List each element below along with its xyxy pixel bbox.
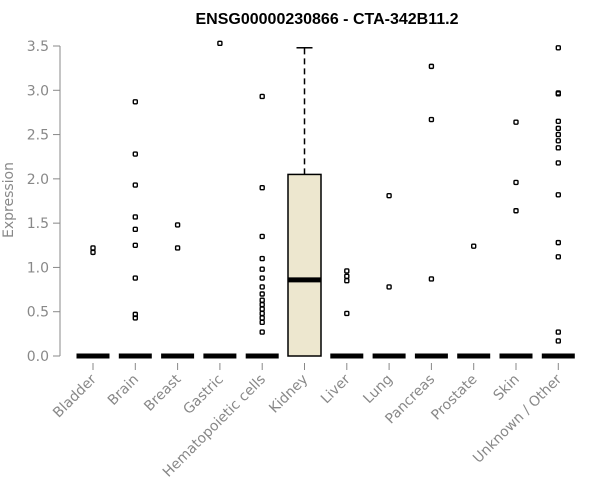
outlier-point <box>174 222 181 228</box>
y-tick-label: 2.5 <box>27 128 49 144</box>
x-tick-label: Bladder <box>50 371 100 421</box>
outlier-point <box>555 192 561 198</box>
outlier-point <box>132 275 139 281</box>
y-tick-label: 3.0 <box>27 83 49 99</box>
outlier-point <box>555 329 561 335</box>
outlier-point <box>259 329 265 335</box>
outlier-point <box>555 45 561 51</box>
outlier-point <box>386 284 392 290</box>
outlier-point <box>259 315 265 321</box>
y-tick-label: 1.0 <box>27 260 49 276</box>
outlier-point <box>344 278 350 284</box>
outlier-point <box>555 239 561 246</box>
outlier-point <box>132 99 139 105</box>
y-tick-label: 3.5 <box>27 39 49 55</box>
box-group <box>118 99 152 359</box>
box-group <box>76 245 110 359</box>
outlier-point <box>555 160 561 166</box>
outlier-point <box>259 319 265 326</box>
outlier-point <box>259 310 265 317</box>
outlier-point <box>344 273 350 279</box>
outlier-point <box>90 245 96 251</box>
outlier-point <box>132 242 139 248</box>
outlier-point <box>428 276 435 282</box>
outlier-point <box>259 284 265 290</box>
outlier-point <box>259 233 265 240</box>
box-group <box>161 222 195 359</box>
y-tick-label: 0.5 <box>27 305 49 321</box>
outlier-point <box>513 179 519 186</box>
outlier-point <box>259 93 265 100</box>
box-group <box>541 45 575 359</box>
outlier-point <box>555 338 561 344</box>
box-group <box>457 243 491 359</box>
x-tick-label: Skin <box>490 372 522 404</box>
outlier-point <box>555 131 561 138</box>
boxplot-series <box>76 40 575 359</box>
outlier-point <box>259 301 265 308</box>
outlier-point <box>259 185 265 191</box>
x-tick-label: Kidney <box>266 372 311 417</box>
box-group <box>499 119 533 359</box>
box-group <box>372 192 406 359</box>
y-tick-label: 0.0 <box>27 349 49 365</box>
y-axis-ticks: 0.0 0.5 1.0 1.5 2.0 2.5 3.0 3.5 <box>27 39 60 365</box>
outlier-point <box>428 116 435 123</box>
box-group <box>330 268 364 359</box>
outlier-point <box>513 208 519 214</box>
outlier-point <box>217 40 223 47</box>
box-group <box>245 93 279 359</box>
x-tick-label: Brain <box>105 372 142 409</box>
outlier-point <box>259 297 265 303</box>
outlier-point <box>90 249 96 256</box>
y-tick-label: 2.0 <box>27 172 49 188</box>
outlier-point <box>259 266 265 272</box>
box-group <box>414 63 448 359</box>
outlier-point <box>259 255 265 262</box>
outlier-point <box>132 311 139 318</box>
outlier-point <box>344 310 350 317</box>
outlier-point <box>132 182 139 188</box>
outlier-point <box>471 243 477 249</box>
y-tick-label: 1.5 <box>27 216 49 232</box>
outlier-point <box>132 151 139 157</box>
box-group <box>203 40 237 359</box>
x-tick-label: Prostate <box>428 372 480 424</box>
x-tick-label: Liver <box>318 371 354 407</box>
outlier-point <box>555 118 561 124</box>
outlier-point <box>428 63 435 70</box>
box-group <box>287 47 322 357</box>
outlier-point <box>174 245 181 251</box>
outlier-point <box>555 90 561 96</box>
outlier-point <box>555 145 561 151</box>
outlier-point <box>132 226 139 233</box>
outlier-point <box>555 138 561 144</box>
outlier-point <box>259 291 265 297</box>
outlier-point <box>555 254 561 260</box>
outlier-point <box>259 275 265 281</box>
outlier-point <box>132 214 139 220</box>
outlier-point <box>513 119 519 125</box>
chart-title: ENSG00000230866 - CTA-342B11.2 <box>196 11 459 28</box>
x-tick-label: Lung <box>360 372 395 407</box>
x-tick-label: Breast <box>141 371 185 415</box>
outlier-point <box>386 192 392 199</box>
outlier-point <box>555 125 561 132</box>
outlier-point <box>259 306 265 312</box>
box <box>287 173 322 357</box>
outlier-point <box>344 268 350 274</box>
y-axis-label: Expression <box>1 162 17 238</box>
